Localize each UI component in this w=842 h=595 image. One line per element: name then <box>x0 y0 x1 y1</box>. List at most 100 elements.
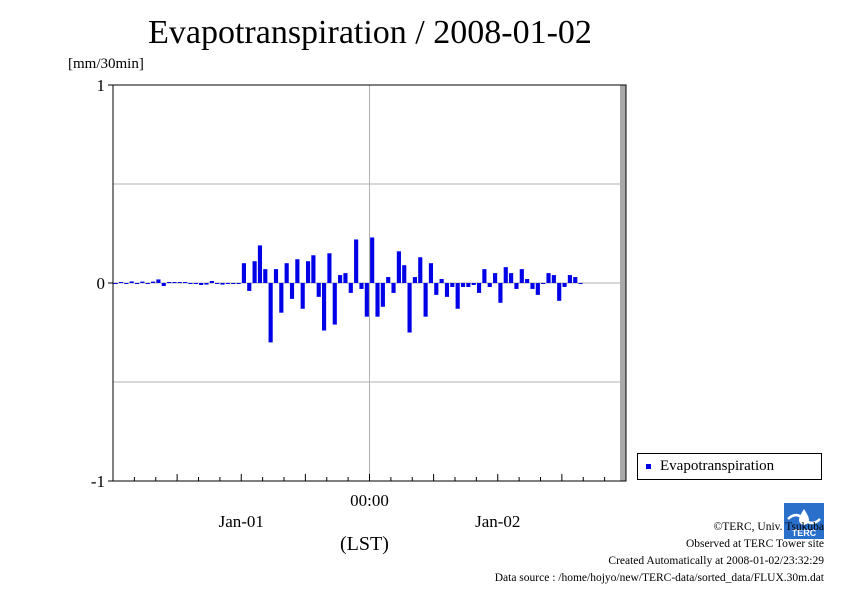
bar <box>439 279 444 283</box>
bar <box>311 255 316 283</box>
bar <box>402 265 407 283</box>
x-tick-label: Jan-01 <box>219 512 264 531</box>
bar <box>183 282 188 284</box>
bar <box>412 277 417 283</box>
y-tick-label: 0 <box>97 274 106 293</box>
bar <box>322 283 327 331</box>
bar <box>215 283 220 284</box>
bar <box>177 282 182 284</box>
bar <box>503 267 508 283</box>
bar <box>546 273 551 283</box>
logo-text: TERC <box>792 528 817 538</box>
terc-logo-icon: TERC <box>784 503 824 539</box>
y-tick-label: -1 <box>91 472 105 491</box>
bar <box>113 283 118 284</box>
bar <box>151 281 156 283</box>
bar <box>172 282 177 284</box>
bar <box>567 275 572 283</box>
bar <box>466 283 471 287</box>
bar <box>305 261 311 283</box>
bar <box>562 283 567 287</box>
ticks-layer: 1 0 -1 00:00 Jan-01 Jan-02 <box>91 76 627 531</box>
bar <box>257 245 263 283</box>
y-axis-unit-label: [mm/30min] <box>68 56 144 72</box>
bar <box>482 269 487 283</box>
plot-end-band <box>620 85 626 481</box>
bar <box>551 275 556 283</box>
bar <box>225 283 230 284</box>
bar <box>156 279 161 283</box>
bar <box>476 283 482 293</box>
bar <box>140 281 145 283</box>
bar <box>199 283 204 285</box>
grid-layer <box>113 85 626 481</box>
bar <box>316 283 321 297</box>
bar <box>423 283 428 317</box>
bar <box>354 239 359 283</box>
bar <box>530 283 535 289</box>
bar <box>444 283 450 297</box>
x-tick-label: 00:00 <box>350 491 389 510</box>
bar <box>407 283 412 333</box>
bar <box>418 257 423 283</box>
bar <box>578 283 583 284</box>
bar <box>247 283 252 291</box>
bar <box>252 261 257 283</box>
bar <box>359 283 364 289</box>
bar <box>370 237 375 283</box>
bar <box>167 282 172 284</box>
bar <box>284 263 289 283</box>
bar <box>498 283 503 303</box>
credit-observed: Observed at TERC Tower site <box>685 538 824 550</box>
bar <box>434 283 439 295</box>
bar <box>188 283 193 284</box>
bar <box>300 283 305 309</box>
bar <box>145 283 150 284</box>
bar <box>209 281 214 283</box>
x-tick-label: Jan-02 <box>475 512 520 531</box>
bar <box>338 275 343 283</box>
bar <box>535 283 540 295</box>
bar <box>364 283 369 317</box>
bar <box>557 283 562 301</box>
bar <box>455 283 460 309</box>
bar <box>327 253 332 283</box>
legend: Evapotranspiration <box>637 453 822 480</box>
bars-layer <box>113 237 583 343</box>
bar <box>471 283 476 285</box>
legend-label: Evapotranspiration <box>660 458 775 474</box>
bar <box>220 283 225 285</box>
bar <box>241 263 246 283</box>
bar <box>396 251 401 283</box>
bar <box>493 273 498 283</box>
bar <box>236 283 241 284</box>
bar <box>428 263 434 283</box>
bar <box>134 283 140 284</box>
credit-data-source: Data source : /home/hojyo/new/TERC-data/… <box>494 572 824 584</box>
credit-created: Created Automatically at 2008-01-02/23:3… <box>608 555 824 567</box>
bar <box>573 277 578 283</box>
y-tick-label: 1 <box>97 76 106 95</box>
bar <box>391 283 396 293</box>
bar <box>332 283 337 325</box>
bar <box>519 269 524 283</box>
credit-copyright: ©TERC, Univ. Tsukuba <box>713 521 824 533</box>
bar <box>487 283 492 287</box>
bar <box>509 273 514 283</box>
bar <box>124 283 129 284</box>
x-axis-label: (LST) <box>340 533 389 555</box>
bar <box>460 283 466 287</box>
bar <box>231 283 236 284</box>
bar <box>193 283 198 284</box>
chart-title: Evapotranspiration / 2008-01-02 <box>148 14 592 51</box>
bar <box>118 282 124 284</box>
bar <box>129 281 134 283</box>
bar <box>348 283 353 293</box>
bar <box>279 283 284 313</box>
bar <box>525 279 530 283</box>
bar <box>375 283 380 317</box>
bar <box>204 283 209 285</box>
bar <box>295 259 300 283</box>
bar <box>514 283 519 289</box>
